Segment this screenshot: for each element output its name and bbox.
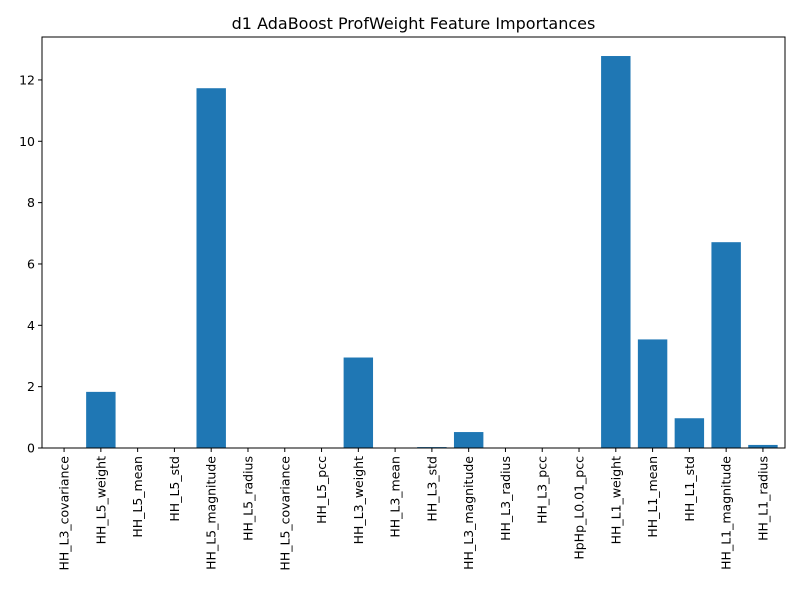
x-tick-label: HH_L3_radius xyxy=(498,456,513,541)
bar-HH_L1_std xyxy=(674,418,705,448)
bar-HH_L1_mean xyxy=(637,339,668,448)
x-tick-label: HH_L5_std xyxy=(167,456,182,522)
x-tick-label: HpHp_L0.01_pcc xyxy=(572,456,587,560)
chart-title: d1 AdaBoost ProfWeight Feature Importanc… xyxy=(232,14,596,33)
x-tick-label: HH_L1_radius xyxy=(755,456,770,541)
x-tick-label: HH_L3_covariance xyxy=(57,456,72,571)
y-tick-label: 6 xyxy=(27,256,35,271)
bar-HH_L1_magnitude xyxy=(711,242,741,448)
bar-HH_L3_weight xyxy=(343,357,374,448)
y-tick-label: 12 xyxy=(19,72,35,87)
x-tick-label: HH_L5_covariance xyxy=(277,456,292,571)
x-tick-label: HH_L3_magnitude xyxy=(461,456,476,570)
y-tick-label: 8 xyxy=(27,195,35,210)
x-tick-label: HH_L5_radius xyxy=(240,456,255,541)
y-tick-label: 10 xyxy=(19,134,35,149)
plot-area-frame xyxy=(41,36,786,449)
y-tick-label: 2 xyxy=(27,379,35,394)
bars-group xyxy=(86,56,778,449)
x-tick-label: HH_L3_pcc xyxy=(535,456,550,524)
x-axis: HH_L3_covariance HH_L5_weight HH_L5_mean HH… xyxy=(57,448,770,571)
bar-HH_L5_magnitude xyxy=(196,88,226,448)
x-tick-label: HH_L1_std xyxy=(682,456,697,522)
bar-HH_L5_weight xyxy=(86,391,116,448)
y-tick-label: 4 xyxy=(27,318,35,333)
bar-HH_L1_radius xyxy=(748,444,778,448)
x-tick-label: HH_L3_mean xyxy=(388,456,403,538)
y-axis: 0 2 4 6 8 10 12 xyxy=(19,72,42,456)
x-tick-label: HH_L1_weight xyxy=(608,456,623,544)
x-tick-label: HH_L1_magnitude xyxy=(719,456,734,570)
x-tick-label: HH_L3_std xyxy=(424,456,439,522)
y-tick-label: 0 xyxy=(27,441,35,456)
x-tick-label: HH_L5_mean xyxy=(130,456,145,538)
x-tick-label: HH_L5_pcc xyxy=(314,456,329,524)
x-tick-label: HH_L5_weight xyxy=(93,456,108,544)
x-tick-label: HH_L3_weight xyxy=(351,456,366,544)
bar-HH_L3_magnitude xyxy=(453,432,484,448)
x-tick-label: HH_L1_mean xyxy=(645,456,660,538)
x-tick-label: HH_L5_magnitude xyxy=(204,456,219,570)
bar-HH_L1_weight xyxy=(601,56,631,449)
